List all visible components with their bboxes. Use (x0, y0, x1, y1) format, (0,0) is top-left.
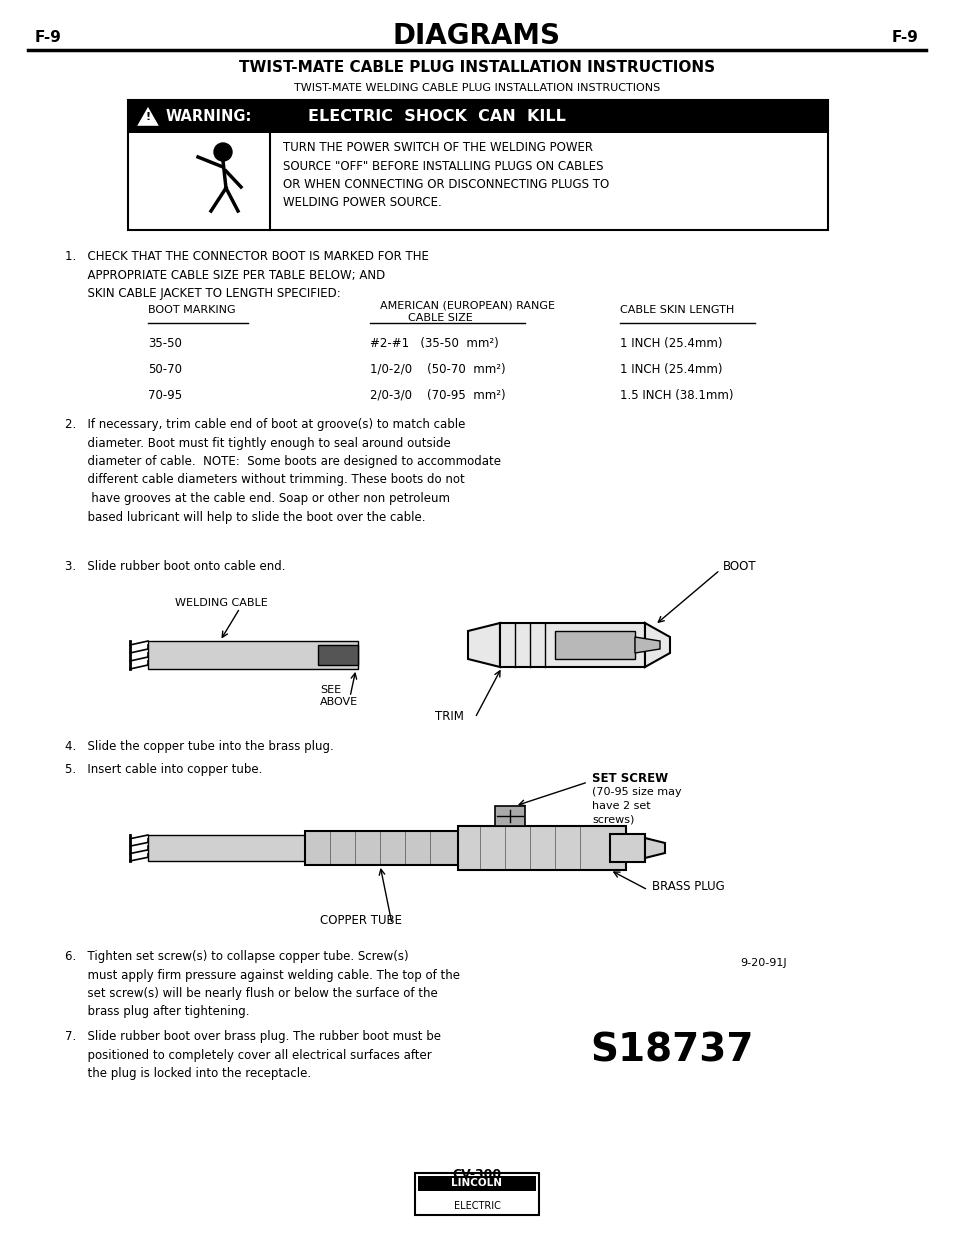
Bar (457, 826, 625, 869)
Bar (609, 834, 644, 862)
Text: COPPER TUBE: COPPER TUBE (319, 914, 401, 927)
Text: CABLE SKIN LENGTH: CABLE SKIN LENGTH (619, 305, 734, 315)
Text: SEE
ABOVE: SEE ABOVE (319, 685, 357, 708)
Text: 1/0-2/0    (50-70  mm²): 1/0-2/0 (50-70 mm²) (370, 363, 505, 375)
Text: F-9: F-9 (35, 30, 62, 44)
Bar (555, 631, 635, 659)
Text: 2/0-3/0    (70-95  mm²): 2/0-3/0 (70-95 mm²) (370, 389, 505, 403)
Text: #2-#1   (35-50  mm²): #2-#1 (35-50 mm²) (370, 337, 498, 350)
Bar (495, 806, 524, 826)
Bar (415, 1173, 538, 1215)
Text: !: ! (145, 112, 151, 122)
Text: 4.   Slide the copper tube into the brass plug.: 4. Slide the copper tube into the brass … (65, 740, 334, 753)
Text: 1 INCH (25.4mm): 1 INCH (25.4mm) (619, 363, 721, 375)
Text: 70-95: 70-95 (148, 389, 182, 403)
Text: 1 INCH (25.4mm): 1 INCH (25.4mm) (619, 337, 721, 350)
Bar (148, 641, 357, 669)
Text: 9-20-91J: 9-20-91J (740, 958, 786, 968)
Bar (305, 831, 459, 864)
Text: 2.   If necessary, trim cable end of boot at groove(s) to match cable
      diam: 2. If necessary, trim cable end of boot … (65, 417, 500, 524)
Text: LINCOLN: LINCOLN (451, 1178, 502, 1188)
Text: WARNING:: WARNING: (166, 109, 253, 124)
Text: WELDING CABLE: WELDING CABLE (174, 598, 268, 608)
Polygon shape (635, 637, 659, 653)
Text: AMERICAN (EUROPEAN) RANGE
        CABLE SIZE: AMERICAN (EUROPEAN) RANGE CABLE SIZE (379, 300, 555, 324)
Text: S18737: S18737 (589, 1032, 753, 1070)
Text: SET SCREW: SET SCREW (592, 772, 667, 785)
Bar (128, 100, 827, 230)
Text: TRIM: TRIM (435, 710, 463, 722)
Text: 7.   Slide rubber boot over brass plug. The rubber boot must be
      positioned: 7. Slide rubber boot over brass plug. Th… (65, 1030, 440, 1079)
Bar (499, 622, 644, 667)
Text: TWIST-MATE WELDING CABLE PLUG INSTALLATION INSTRUCTIONS: TWIST-MATE WELDING CABLE PLUG INSTALLATI… (294, 83, 659, 93)
Text: 1.   CHECK THAT THE CONNECTOR BOOT IS MARKED FOR THE
      APPROPRIATE CABLE SIZ: 1. CHECK THAT THE CONNECTOR BOOT IS MARK… (65, 249, 429, 300)
Polygon shape (644, 839, 664, 858)
Text: ELECTRIC  SHOCK  CAN  KILL: ELECTRIC SHOCK CAN KILL (308, 109, 565, 124)
Polygon shape (468, 622, 499, 667)
Bar (417, 1176, 536, 1191)
Text: 1.5 INCH (38.1mm): 1.5 INCH (38.1mm) (619, 389, 733, 403)
Text: F-9: F-9 (891, 30, 918, 44)
Text: BOOT: BOOT (722, 559, 756, 573)
Bar (317, 645, 357, 664)
Text: CV-300: CV-300 (452, 1168, 501, 1181)
Text: BOOT MARKING: BOOT MARKING (148, 305, 235, 315)
Text: 5.   Insert cable into copper tube.: 5. Insert cable into copper tube. (65, 763, 262, 776)
Text: TWIST-MATE CABLE PLUG INSTALLATION INSTRUCTIONS: TWIST-MATE CABLE PLUG INSTALLATION INSTR… (238, 61, 715, 75)
Text: BRASS PLUG: BRASS PLUG (651, 881, 724, 893)
Circle shape (213, 143, 232, 161)
Text: 6.   Tighten set screw(s) to collapse copper tube. Screw(s)
      must apply fir: 6. Tighten set screw(s) to collapse copp… (65, 950, 459, 1019)
Bar (148, 835, 308, 861)
Bar (128, 100, 827, 133)
Text: 35-50: 35-50 (148, 337, 182, 350)
Text: 50-70: 50-70 (148, 363, 182, 375)
Text: ELECTRIC: ELECTRIC (453, 1200, 500, 1212)
Polygon shape (644, 622, 669, 667)
Text: TURN THE POWER SWITCH OF THE WELDING POWER
SOURCE "OFF" BEFORE INSTALLING PLUGS : TURN THE POWER SWITCH OF THE WELDING POW… (283, 141, 609, 210)
Polygon shape (136, 105, 160, 126)
Text: (70-95 size may
have 2 set
screws): (70-95 size may have 2 set screws) (592, 787, 680, 824)
Text: DIAGRAMS: DIAGRAMS (393, 22, 560, 49)
Text: 3.   Slide rubber boot onto cable end.: 3. Slide rubber boot onto cable end. (65, 559, 285, 573)
